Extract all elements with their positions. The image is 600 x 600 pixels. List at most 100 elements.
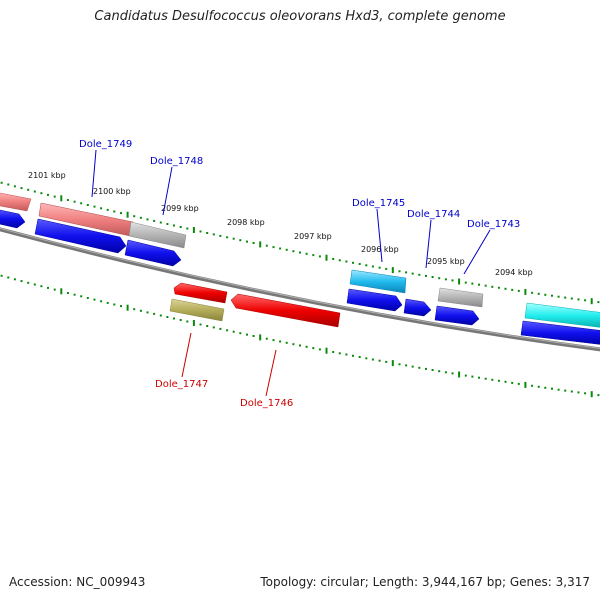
outer-scale-minor-tick: [73, 200, 76, 203]
scale-label-2095: 2095 kbp: [427, 257, 465, 266]
inner-scale-minor-tick: [544, 386, 547, 389]
gene-label-dole-1749[interactable]: Dole_1749: [79, 139, 132, 150]
outer-scale-minor-tick: [305, 252, 308, 255]
gene-arrow-dole-1748[interactable]: [128, 221, 187, 249]
accession-text: Accession: NC_009943: [9, 575, 146, 589]
outer-scale-minor-tick: [246, 240, 248, 243]
gene-arrow-dole-1747-olive[interactable]: [169, 298, 225, 322]
outer-scale-major-tick: [524, 288, 527, 295]
cds-arrow-dole-1745[interactable]: [346, 288, 403, 312]
outer-scale-minor-tick: [345, 260, 348, 263]
cds-arrow-dole-1744[interactable]: [403, 298, 432, 317]
outer-scale-minor-tick: [20, 187, 23, 190]
inner-scale-major-tick: [126, 304, 129, 311]
inner-scale-minor-tick: [212, 326, 215, 329]
inner-scale-minor-tick: [53, 288, 56, 291]
inner-scale-major-tick: [590, 391, 593, 398]
inner-scale-major-tick: [391, 360, 394, 367]
outer-scale-minor-tick: [146, 218, 149, 221]
gene-label-dole-1747[interactable]: Dole_1747: [155, 379, 208, 390]
inner-scale-minor-tick: [232, 330, 235, 333]
inner-scale-minor-tick: [7, 276, 10, 279]
outer-scale-minor-tick: [272, 246, 275, 249]
gene-label-dole-1746[interactable]: Dole_1746: [240, 398, 293, 409]
outer-scale-minor-tick: [120, 212, 122, 215]
outer-scale-minor-tick: [252, 242, 255, 244]
gene-arrow-aqua-right[interactable]: [524, 302, 600, 328]
inner-scale-minor-tick: [577, 391, 580, 394]
inner-scale-major-tick: [458, 371, 461, 378]
inner-scale-minor-tick: [153, 312, 156, 315]
outer-scale-minor-tick: [312, 254, 315, 257]
inner-scale-major-tick: [524, 381, 527, 388]
outer-scale-minor-tick: [451, 279, 454, 282]
outer-scale-minor-tick: [53, 195, 56, 198]
cds-arrow-right[interactable]: [520, 320, 600, 345]
inner-scale-minor-tick: [47, 286, 49, 289]
inner-scale-minor-tick: [33, 283, 36, 286]
outer-scale-minor-tick: [444, 278, 447, 281]
label-leaders: [91, 149, 491, 397]
outer-scale-minor-tick: [405, 271, 408, 274]
gene-label-dole-1745[interactable]: Dole_1745: [352, 198, 405, 209]
inner-scale-minor-tick: [106, 301, 109, 304]
outer-scale-minor-tick: [106, 208, 109, 211]
inner-scale-minor-tick: [584, 392, 587, 395]
inner-scale-minor-tick: [80, 295, 83, 298]
outer-scale-minor-tick: [186, 227, 189, 230]
inner-scale-minor-tick: [332, 351, 335, 353]
gene-arrow-dole-1745[interactable]: [349, 269, 407, 294]
cds-arrow-dole-1749[interactable]: [34, 218, 127, 254]
scale-label-2100: 2100 kbp: [93, 187, 131, 196]
inner-scale-minor-tick: [405, 364, 408, 367]
cds-arrow-dole-1748[interactable]: [124, 239, 182, 267]
gene-arrow-pink-left[interactable]: [0, 192, 32, 212]
forward-strand-second-row: [0, 209, 600, 345]
outer-scale-minor-tick: [226, 236, 229, 239]
outer-scale-minor-tick: [13, 185, 16, 188]
page-title: Candidatus Desulfococcus oleovorans Hxd3…: [94, 9, 506, 24]
inner-scale-minor-tick: [564, 389, 567, 392]
scale-label-2099: 2099 kbp: [161, 204, 199, 213]
outer-scale-minor-tick: [86, 204, 89, 206]
inner-scale-minor-tick: [345, 353, 348, 356]
gene-label-dole-1748[interactable]: Dole_1748: [150, 156, 203, 167]
inner-scale-minor-tick: [352, 354, 354, 357]
scale-label-2101: 2101 kbp: [28, 171, 66, 180]
inner-scale-minor-tick: [20, 280, 23, 283]
outer-scale-minor-tick: [159, 221, 162, 224]
outer-scale-minor-tick: [365, 264, 368, 267]
gene-arrow-dole-1743[interactable]: [437, 287, 484, 308]
gene-labels: Dole_1749 Dole_1748 Dole_1745 Dole_1744 …: [79, 139, 520, 409]
outer-scale-minor-tick: [318, 255, 321, 258]
scale-label-2098: 2098 kbp: [227, 218, 265, 227]
inner-scale-minor-tick: [411, 365, 414, 368]
outer-scale-minor-tick: [438, 277, 441, 280]
cds-arrow-left[interactable]: [0, 209, 26, 229]
outer-scale-major-tick: [590, 298, 593, 305]
outer-scale-minor-tick: [265, 244, 268, 247]
outer-scale-minor-tick: [199, 230, 202, 233]
inner-scale-major-tick: [259, 334, 262, 341]
outer-scale-minor-tick: [47, 193, 49, 196]
gene-label-dole-1743[interactable]: Dole_1743: [467, 219, 520, 230]
gene-label-dole-1744[interactable]: Dole_1744: [407, 209, 460, 220]
inner-scale-minor-tick: [478, 376, 480, 379]
outer-scale-minor-tick: [531, 291, 534, 294]
inner-scale-minor-tick: [444, 371, 447, 374]
outer-scale-minor-tick: [33, 190, 36, 193]
gene-arrow-dole-1746[interactable]: [230, 293, 341, 328]
cds-arrow-dole-1743[interactable]: [434, 305, 480, 326]
inner-scale-major-tick: [325, 347, 328, 354]
inner-scale-minor-tick: [66, 292, 69, 294]
gene-arrow-dole-1747-red[interactable]: [173, 282, 228, 304]
inner-scale-minor-tick: [504, 380, 507, 383]
outer-scale-minor-tick: [511, 288, 514, 291]
outer-scale-minor-tick: [279, 247, 282, 250]
leader-dole-1744: [425, 219, 432, 269]
outer-scale-minor-tick: [570, 297, 573, 300]
inner-scale-minor-tick: [93, 298, 96, 301]
inner-scale-minor-tick: [471, 375, 474, 378]
outer-scale-minor-tick: [139, 216, 142, 219]
inner-scale-minor-tick: [246, 333, 248, 336]
